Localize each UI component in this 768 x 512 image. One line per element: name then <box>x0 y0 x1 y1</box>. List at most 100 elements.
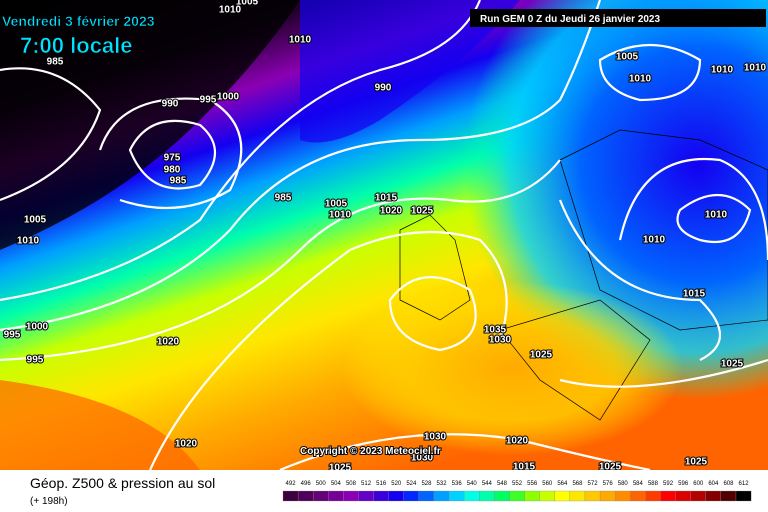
scale-label: 536 <box>452 481 463 487</box>
isobar-label: 1010 <box>329 210 352 221</box>
coastline <box>399 129 768 421</box>
scale-label: 492 <box>286 481 297 487</box>
isobar-label: 1010 <box>219 5 242 16</box>
run-box <box>470 9 766 27</box>
isobar-label: 980 <box>164 165 181 176</box>
scale-swatch <box>373 490 389 502</box>
isobar-label: 1010 <box>711 65 734 76</box>
isobar-label: 1005 <box>24 215 47 226</box>
isobar-label: 1005 <box>616 52 639 63</box>
scale-swatch <box>615 490 631 502</box>
scale-swatch <box>433 490 450 502</box>
isobar-label: 1025 <box>685 457 708 468</box>
isobar <box>148 230 508 471</box>
scale-swatch <box>464 490 480 502</box>
scale-swatch <box>554 490 571 502</box>
scale-label: 532 <box>437 481 448 487</box>
color-scale: 492 496 500 504 508 512 516 520 524 528 532 536 540 5… <box>282 481 752 502</box>
isobar-label: 1025 <box>411 206 434 217</box>
scale-swatch <box>343 490 359 502</box>
scale-swatch <box>282 490 299 502</box>
isobar <box>598 44 702 102</box>
scale-swatch <box>313 490 329 502</box>
scale-swatch <box>328 490 344 502</box>
scale-label: 524 <box>406 481 417 487</box>
scale-swatch <box>599 490 616 502</box>
scale-label: 564 <box>557 481 568 487</box>
scale-label: 512 <box>361 481 372 487</box>
isobar-label: 975 <box>164 153 181 164</box>
isobar-label: 985 <box>170 176 187 187</box>
scale-label: 556 <box>527 481 538 487</box>
scale-swatch <box>660 490 676 502</box>
isobar-label: 990 <box>375 83 392 94</box>
scale-label: 548 <box>497 481 508 487</box>
isobar-label: 1015 <box>375 193 398 204</box>
scale-swatch <box>675 490 691 502</box>
copyright: Copyright © 2023 Meteociel.fr <box>300 446 441 457</box>
isobar-label: 1020 <box>175 439 198 450</box>
isobar <box>98 97 243 210</box>
isobar <box>559 358 768 388</box>
isobar <box>0 67 102 202</box>
scale-label: 576 <box>603 481 614 487</box>
isobar-label: 990 <box>162 99 179 110</box>
scale-label: 604 <box>708 481 719 487</box>
isobar <box>618 157 768 261</box>
isobar-labels: 1010 1005 985 1010 990 995 1000 990 975 … <box>3 0 768 475</box>
scale-label: 544 <box>482 481 493 487</box>
geopotential-field <box>0 380 200 470</box>
scale-label: 568 <box>572 481 583 487</box>
scale-label: 612 <box>739 481 750 487</box>
scale-label: 588 <box>648 481 659 487</box>
scale-swatch <box>479 490 495 502</box>
isobar-label: 1025 <box>721 359 744 370</box>
geopotential-field <box>300 0 520 143</box>
isobar-label: 1035 <box>484 325 507 336</box>
scale-swatch <box>524 490 540 502</box>
scale-swatch <box>358 490 374 502</box>
isobar-label: 1005 <box>236 0 259 8</box>
scale-label: 572 <box>588 481 599 487</box>
footer-title: Géop. Z500 & pression au sol <box>30 475 215 491</box>
scale-swatch <box>403 490 420 502</box>
isobar-label: 1015 <box>683 289 706 300</box>
scale-swatch <box>418 490 435 502</box>
scale-label: 540 <box>467 481 478 487</box>
isobar-label: 1000 <box>26 322 49 333</box>
scale-swatch <box>705 490 722 502</box>
isobar-label: 1005 <box>325 199 348 210</box>
scale-label: 608 <box>723 481 734 487</box>
isobar-label: 995 <box>4 330 21 341</box>
isobar-label: 1025 <box>530 350 553 361</box>
scale-label: 600 <box>693 481 704 487</box>
isobar-label: 1010 <box>17 236 40 247</box>
isobar-label: 1030 <box>411 453 434 464</box>
isobar-label: 1030 <box>489 335 512 346</box>
isobar-label: 1020 <box>157 337 180 348</box>
scale-swatch <box>448 490 465 502</box>
isobar <box>676 193 752 244</box>
isobar-label: 1020 <box>506 436 529 447</box>
scale-label: 584 <box>633 481 644 487</box>
run-info: Run GEM 0 Z du Jeudi 26 janvier 2023 <box>480 14 660 25</box>
scale-swatch <box>509 490 525 502</box>
isobar-label: 985 <box>47 57 64 68</box>
scale-label: 516 <box>376 481 387 487</box>
scale-label: 520 <box>391 481 402 487</box>
isobar-label: 1010 <box>629 74 652 85</box>
isobars <box>0 0 768 470</box>
scale-label: 504 <box>331 481 342 487</box>
isobar <box>0 0 482 302</box>
geopotential-field-high <box>200 180 768 470</box>
map-area: 1010 1005 985 1010 990 995 1000 990 975 … <box>0 0 768 475</box>
isobar-label: 1010 <box>705 210 728 221</box>
isobar-label: 995 <box>200 95 217 106</box>
scale-label: 496 <box>301 481 312 487</box>
isobar <box>0 159 561 362</box>
isobar-label: 1000 <box>217 92 240 103</box>
forecast-time: 7:00 locale <box>20 33 133 58</box>
scale-swatch <box>690 490 706 502</box>
isobar-label: 1010 <box>744 63 767 74</box>
